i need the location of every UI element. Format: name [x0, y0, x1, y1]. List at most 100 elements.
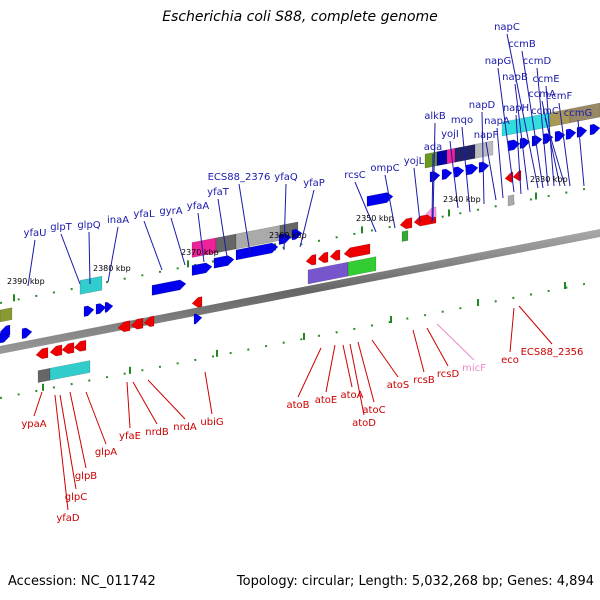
- map-title: Escherichia coli S88, complete genome: [162, 9, 438, 25]
- reverse-gene-label: nrdB: [145, 427, 169, 438]
- forward-gene-label: ccmA: [528, 89, 556, 100]
- feature-blocks: [0, 102, 600, 383]
- reverse-gene-arrow: [130, 317, 144, 330]
- forward-gene-leader-line: [170, 217, 186, 266]
- reverse-gene-arrow: [191, 296, 203, 308]
- inner-tick-mark: [129, 366, 131, 374]
- feature-block: [347, 256, 377, 277]
- reverse-gene-arrow: [61, 342, 75, 355]
- forward-gene-leader-line: [515, 114, 522, 195]
- scale-label: 2350 kbp: [356, 214, 394, 223]
- reverse-gene-leader-line: [518, 305, 553, 345]
- forward-gene-leader-line: [461, 126, 471, 213]
- outer-tick-mark: [535, 192, 537, 200]
- reverse-gene-label: atoC: [362, 405, 385, 416]
- forward-gene-label: ccmF: [546, 91, 573, 102]
- forward-gene-leader-line: [544, 117, 566, 187]
- inner-dotted-track: [0, 280, 600, 399]
- reverse-gene-arrow: [49, 344, 63, 357]
- reverse-gene-arrow: [305, 254, 317, 266]
- reverse-gene-leader-line: [69, 391, 87, 469]
- outer-tick-mark: [13, 294, 15, 302]
- feature-block: [401, 230, 409, 242]
- forward-gene-leader-line: [506, 33, 539, 189]
- forward-gene-leader-line: [485, 141, 497, 201]
- forward-gene-label: napD: [469, 100, 496, 111]
- outer-tick-mark: [448, 209, 450, 217]
- forward-gene-label: ECS88_2376: [208, 172, 271, 183]
- forward-gene-leader-line: [558, 102, 571, 187]
- reverse-gene-label: nrdA: [173, 422, 197, 433]
- feature-block: [0, 307, 13, 323]
- forward-gene-arrow: [589, 123, 600, 136]
- inner-tick-mark: [564, 282, 566, 290]
- reverse-gene-arrow: [329, 249, 341, 261]
- reverse-gene-leader-line: [325, 344, 336, 393]
- forward-gene-arrow: [151, 279, 187, 296]
- forward-gene-arrow: [104, 301, 114, 313]
- feature-block: [507, 194, 515, 207]
- forward-gene-label: napF: [474, 130, 499, 141]
- reverse-gene-leader-line: [33, 391, 43, 417]
- reverse-gene-arrow: [399, 217, 413, 230]
- forward-gene-label: yojI: [441, 129, 459, 140]
- feature-block: [424, 151, 438, 169]
- reverse-gene-label: atoD: [352, 418, 376, 429]
- forward-gene-label: yfaL: [133, 209, 155, 220]
- scale-label: 2380 kbp: [93, 264, 131, 273]
- forward-gene-leader-line: [27, 239, 36, 287]
- scale-label: 2330 kbp: [530, 175, 568, 184]
- forward-gene-leader-line: [217, 198, 228, 258]
- reverse-gene-leader-line: [349, 343, 365, 416]
- forward-gene-label: ccmE: [532, 74, 559, 85]
- reverse-gene-leader-line: [59, 394, 77, 490]
- forward-gene-leader-line: [238, 183, 251, 254]
- forward-gene-arrow: [554, 130, 566, 143]
- reverse-gene-leader-line: [204, 371, 213, 415]
- reverse-gene-arrow: [35, 347, 49, 360]
- forward-gene-leader-line: [541, 100, 561, 187]
- forward-gene-label: inaA: [107, 215, 129, 226]
- reverse-gene-arrow: [117, 320, 131, 333]
- inner-tick-mark: [303, 332, 305, 340]
- forward-gene-label: ompC: [370, 163, 399, 174]
- gene-arrows: [0, 123, 600, 360]
- forward-gene-leader-line: [143, 220, 163, 271]
- forward-gene-arrow: [21, 327, 33, 340]
- forward-gene-arrow: [291, 229, 303, 241]
- reverse-gene-label: atoS: [387, 380, 410, 391]
- forward-gene-arrow: [531, 135, 543, 147]
- forward-gene-arrow: [191, 262, 213, 276]
- scale-label: 2390 kbp: [7, 277, 45, 286]
- forward-gene-leader-line: [283, 183, 287, 251]
- genome-summary: Topology: circular; Length: 5,032,268 bp…: [236, 574, 594, 589]
- forward-gene-label: napH: [503, 103, 529, 114]
- reverse-gene-label: rcsD: [437, 369, 460, 380]
- scale-label: 2340 kbp: [443, 195, 481, 204]
- outer-tick-mark: [361, 226, 363, 234]
- reverse-gene-arrow: [343, 243, 371, 259]
- forward-gene-arrow: [95, 303, 107, 315]
- forward-gene-arrow: [465, 163, 479, 176]
- accession-label: Accession: NC_011742: [8, 574, 156, 589]
- forward-gene-label: alkB: [424, 111, 446, 122]
- scale-labels: 2390 kbp 2380 kbp 2370 kbp 2360 kbp 2350 kbp…: [7, 175, 568, 286]
- forward-gene-label: yfaP: [303, 178, 325, 189]
- reverse-gene-label: atoA: [340, 390, 363, 401]
- reverse-gene-leader-line: [147, 379, 186, 420]
- forward-gene-arrow: [235, 242, 279, 261]
- forward-gene-leader-line: [413, 167, 421, 223]
- reverse-gene-leader-line: [126, 381, 131, 429]
- reverse-gene-leader-line: [357, 341, 375, 403]
- forward-gene-leader-line: [384, 174, 396, 229]
- reverse-gene-label: yfaD: [56, 513, 80, 524]
- forward-gene-leader-line: [521, 50, 544, 189]
- reverse-gene-label: ECS88_2356: [521, 347, 584, 358]
- inner-tick-mark: [42, 383, 44, 391]
- forward-gene-label: yfaA: [187, 201, 210, 212]
- reverse-gene-arrow: [73, 339, 87, 352]
- forward-gene-leader-line: [536, 67, 549, 187]
- forward-gene-label: ccmG: [564, 108, 593, 119]
